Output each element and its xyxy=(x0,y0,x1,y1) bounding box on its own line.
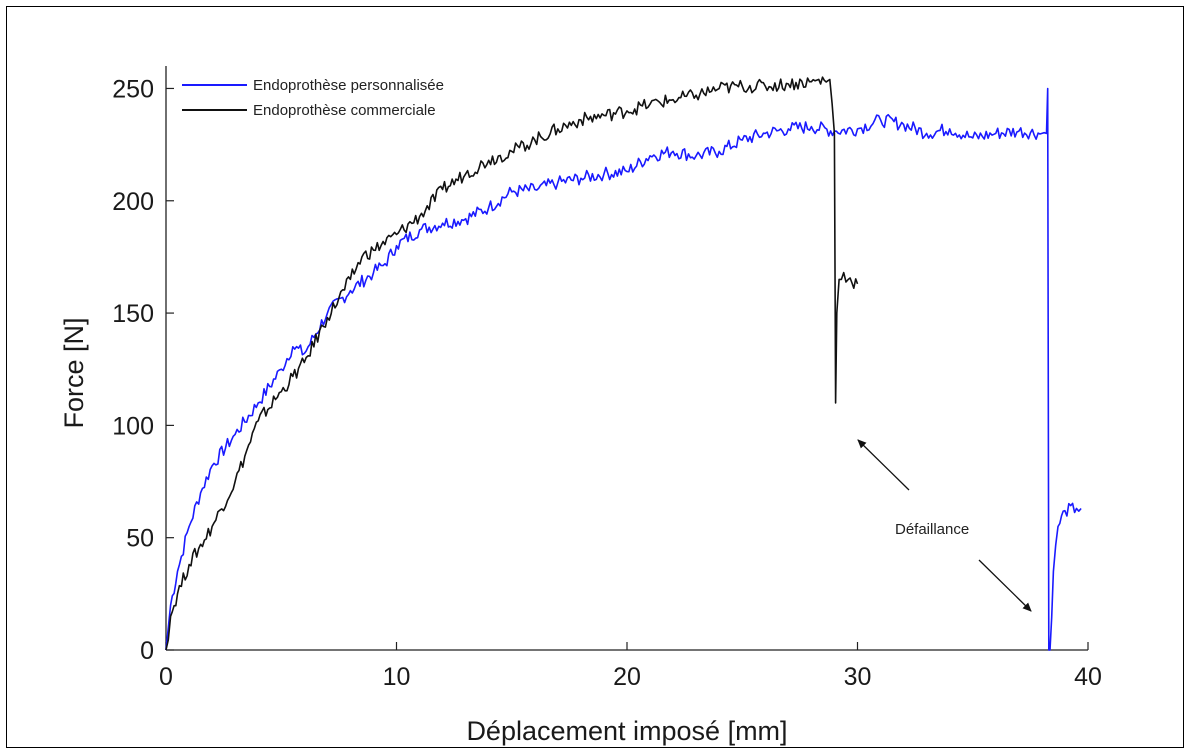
annotation-group: Défaillance xyxy=(857,439,1032,612)
annotation-defaillance: Défaillance xyxy=(895,521,969,538)
x-axis-title: Déplacement imposé [mm] xyxy=(466,716,787,746)
y-tick-label: 100 xyxy=(112,412,154,440)
figure-frame: 0 10 20 30 40 0 50 100 150 200 250 Endoprothèse pe… xyxy=(6,6,1184,748)
x-tick-label: 0 xyxy=(159,663,173,691)
y-tick-label: 250 xyxy=(112,75,154,103)
series-layer xyxy=(165,76,1082,651)
x-tick-label: 10 xyxy=(383,663,411,691)
series-line-commerciale xyxy=(165,76,859,651)
x-tick-label: 40 xyxy=(1074,663,1102,691)
x-tick-label: 20 xyxy=(613,663,641,691)
y-tick-label: 50 xyxy=(126,525,154,553)
y-axis-title: Force [N] xyxy=(59,317,89,428)
y-tick-label: 150 xyxy=(112,300,154,328)
legend-label-commerciale: Endoprothèse commerciale xyxy=(253,102,436,119)
legend-label-personnalisee: Endoprothèse personnalisée xyxy=(253,77,444,94)
annotation-arrow-personnalisee xyxy=(978,559,1032,612)
series-line-personnalisee xyxy=(165,87,1082,651)
legend: Endoprothèse personnalisée Endoprothèse … xyxy=(182,77,444,119)
y-tick-label: 0 xyxy=(140,637,154,665)
y-tick-label: 200 xyxy=(112,188,154,216)
axes: 0 10 20 30 40 0 50 100 150 200 250 xyxy=(112,66,1102,691)
x-tick-label: 30 xyxy=(844,663,872,691)
force-displacement-chart: 0 10 20 30 40 0 50 100 150 200 250 Endoprothèse pe… xyxy=(59,66,1102,746)
annotation-arrow-commerciale xyxy=(857,439,910,491)
